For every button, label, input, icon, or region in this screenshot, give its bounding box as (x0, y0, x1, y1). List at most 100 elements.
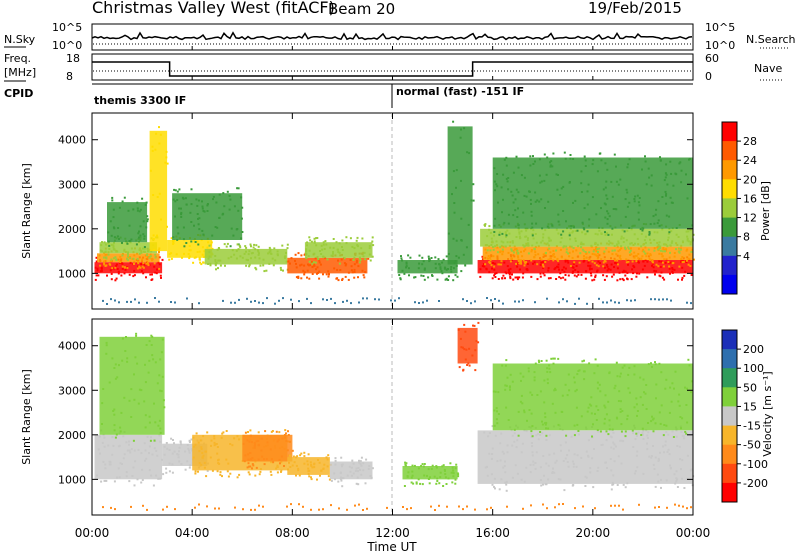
velocity-speckle (549, 371, 552, 374)
power-speckle (678, 162, 681, 165)
power-speckle (324, 240, 327, 243)
power-speckle (667, 232, 670, 235)
power-speckle (322, 243, 325, 246)
power-speckle (111, 267, 114, 270)
velocity-speckle (646, 437, 649, 439)
power-speckle (209, 264, 212, 267)
power-speckle (294, 259, 296, 262)
power-speckle (675, 233, 678, 236)
power-colorbar-swatch (722, 274, 737, 295)
power-low-range-point (322, 298, 324, 301)
velocity-speckle (168, 449, 171, 451)
power-speckle (579, 252, 582, 255)
velocity-speckle (151, 453, 154, 456)
velocity-speckle (160, 390, 163, 393)
power-speckle (534, 200, 537, 203)
velocity-speckle (650, 455, 653, 458)
power-speckle (516, 276, 519, 279)
velocity-colorbar-swatch (722, 349, 737, 369)
power-low-range-point (650, 298, 652, 301)
power-speckle (585, 256, 588, 259)
power-speckle (611, 227, 614, 230)
power-speckle (616, 263, 619, 266)
power-speckle (178, 207, 181, 210)
power-speckle (439, 266, 442, 269)
power-speckle (168, 253, 171, 255)
power-speckle (557, 263, 560, 266)
velocity-speckle (635, 397, 638, 400)
power-speckle (316, 266, 319, 269)
power-speckle (624, 246, 626, 249)
power-speckle (518, 235, 521, 238)
power-speckle (444, 267, 447, 270)
power-speckle (245, 264, 248, 267)
power-speckle (685, 173, 687, 176)
power-speckle (305, 257, 308, 260)
power-speckle (237, 209, 240, 212)
velocity-colorbar-tick-label: 15 (743, 400, 757, 413)
velocity-speckle (634, 470, 637, 473)
velocity-speckle (598, 383, 601, 386)
power-speckle (653, 247, 656, 250)
velocity-speckle (675, 429, 678, 432)
velocity-speckle (359, 468, 362, 471)
velocity-speckle (511, 380, 514, 383)
velocity-speckle (536, 394, 539, 396)
power-speckle (571, 231, 574, 234)
power-speckle (329, 246, 332, 249)
power-speckle (327, 272, 330, 275)
velocity-speckle (688, 364, 691, 367)
power-speckle (118, 238, 120, 240)
velocity-speckle (640, 434, 643, 436)
velocity-speckle (247, 458, 250, 461)
velocity-speckle (497, 391, 500, 394)
power-speckle (681, 256, 684, 258)
velocity-speckle (216, 470, 219, 473)
velocity-speckle (362, 469, 365, 472)
radar-title: Christmas Valley West (fitACF) (92, 0, 335, 17)
power-speckle (626, 166, 629, 169)
velocity-speckle (295, 464, 298, 467)
velocity-speckle (650, 362, 652, 365)
power-speckle (570, 225, 573, 228)
power-speckle (639, 228, 642, 231)
power-speckle (626, 278, 629, 281)
power-speckle (409, 256, 412, 259)
velocity-speckle (112, 444, 115, 447)
velocity-speckle (155, 449, 158, 452)
power-speckle (560, 187, 563, 190)
velocity-speckle (151, 335, 154, 338)
power-speckle (608, 215, 611, 218)
power-speckle (166, 162, 169, 165)
power-speckle (193, 224, 195, 227)
velocity-colorbar-swatch (722, 463, 737, 484)
power-low-range-point (258, 301, 260, 304)
velocity-speckle (445, 483, 448, 485)
power-speckle (338, 242, 341, 245)
velocity-speckle (636, 466, 639, 469)
power-speckle (594, 241, 597, 244)
power-speckle (589, 268, 591, 271)
power-speckle (180, 213, 183, 216)
power-speckle (447, 275, 450, 278)
velocity-speckle (249, 429, 252, 432)
velocity-speckle (225, 458, 228, 461)
velocity-speckle (455, 463, 458, 466)
power-speckle (648, 176, 651, 179)
power-speckle (98, 254, 101, 257)
velocity-speckle (454, 482, 457, 485)
power-speckle (564, 278, 567, 281)
power-speckle (496, 251, 499, 254)
power-speckle (146, 253, 148, 256)
velocity-speckle (452, 469, 455, 472)
power-speckle (99, 249, 102, 252)
power-speckle (215, 268, 217, 271)
power-low-range-point (222, 299, 224, 302)
power-speckle (306, 244, 308, 247)
power-speckle (238, 244, 241, 247)
power-speckle (197, 223, 200, 226)
velocity-speckle (545, 434, 548, 437)
velocity-low-range-point (318, 508, 320, 511)
velocity-speckle (244, 431, 247, 434)
velocity-speckle (658, 411, 661, 414)
